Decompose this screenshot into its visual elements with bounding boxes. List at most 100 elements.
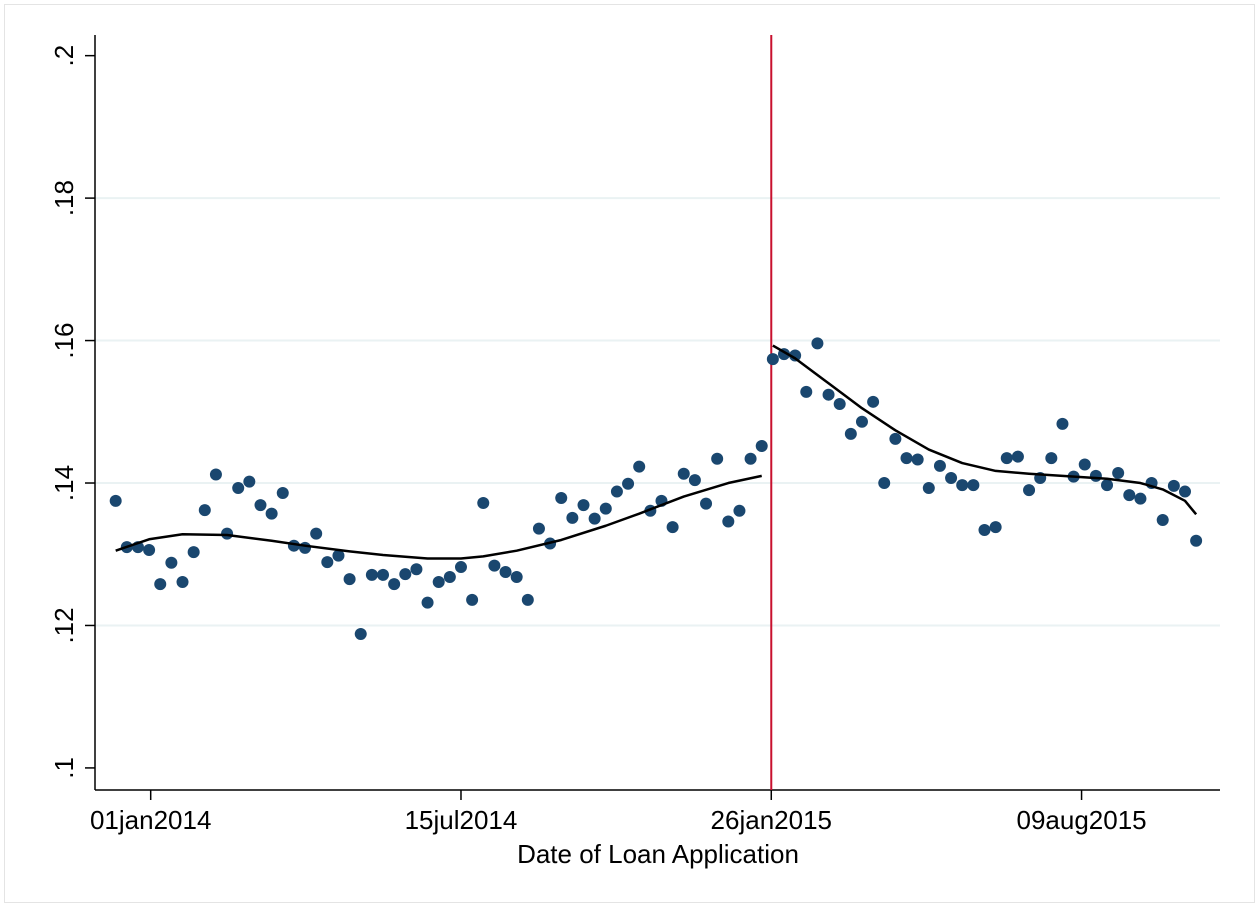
data-point [967,479,980,492]
y-tick-label: .18 [49,180,79,216]
data-point [443,571,456,584]
data-point [1178,485,1191,498]
data-point [911,453,924,466]
data-point [711,452,724,465]
data-point [165,556,178,569]
data-point [677,467,690,480]
x-tick-label: 26jan2015 [711,805,832,835]
data-point [733,504,746,517]
data-point [878,477,891,490]
data-point [1134,492,1147,505]
data-point [989,521,1002,534]
data-point [1000,452,1013,465]
data-point [789,349,802,362]
data-point [833,397,846,410]
data-point [343,573,356,586]
data-point [1112,467,1125,480]
data-point [945,472,958,485]
fit-line [115,474,762,560]
data-point [354,628,367,641]
data-point [265,507,278,520]
data-point [1101,479,1114,492]
data-point [766,353,779,366]
x-axis-label: Date of Loan Application [517,839,799,869]
data-point [109,494,122,507]
data-point [666,521,679,534]
data-point [855,415,868,428]
data-point [722,515,735,528]
data-point [800,385,813,398]
data-point [488,559,501,572]
data-point [299,541,312,554]
graph-region [4,4,1255,903]
y-tick-label: .1 [49,757,79,779]
data-point [1089,469,1102,482]
data-point [1078,458,1091,471]
data-point [510,571,523,584]
y-tick-label: .16 [49,322,79,358]
data-point [532,522,545,535]
y-tick-label: .12 [49,607,79,643]
data-point [466,593,479,606]
data-point [321,556,334,569]
fit-line [772,344,1198,516]
data-point [744,452,757,465]
data-point [900,452,913,465]
x-tick-label: 15jul2014 [405,805,518,835]
data-point [566,511,579,524]
data-point [388,578,401,591]
data-point [499,566,512,579]
data-point [844,427,857,440]
data-point [187,546,200,559]
data-point [688,474,701,487]
data-point [588,512,601,525]
data-point [154,578,167,591]
data-point [410,563,423,576]
y-tick-label: .2 [49,45,79,67]
data-point [1023,484,1036,497]
x-tick-label: 01jan2014 [90,805,211,835]
data-point [889,432,902,445]
data-point [310,527,323,540]
data-point [610,485,623,498]
data-point [232,482,245,494]
data-point [1156,514,1169,527]
data-point [209,468,222,481]
data-point [332,549,345,562]
data-point [399,568,412,581]
y-tick-label: .14 [49,465,79,501]
data-point [956,479,969,492]
data-point [477,496,490,509]
data-point [143,543,156,556]
data-point [521,593,534,606]
data-point [811,337,824,350]
data-point [176,576,189,589]
data-point [922,482,935,494]
data-point [599,502,612,515]
x-tick-label: 09aug2015 [1016,805,1146,835]
data-point [421,596,434,609]
data-point [377,568,390,581]
data-point [1045,452,1058,465]
data-point [755,439,768,452]
data-point [1190,534,1203,547]
data-point [365,568,378,581]
data-point [822,388,835,401]
data-point [432,576,445,589]
data-point [933,459,946,472]
data-point [867,395,880,408]
data-point [700,497,713,510]
data-point [633,460,646,473]
data-point [221,527,234,540]
data-point [1011,450,1024,463]
data-point [243,475,256,488]
data-point [1167,479,1180,492]
data-point [276,486,289,499]
data-point [454,561,467,574]
data-point [1123,489,1136,502]
data-point [254,499,267,512]
data-point [198,504,211,517]
data-point [555,491,568,504]
data-point [622,477,635,490]
